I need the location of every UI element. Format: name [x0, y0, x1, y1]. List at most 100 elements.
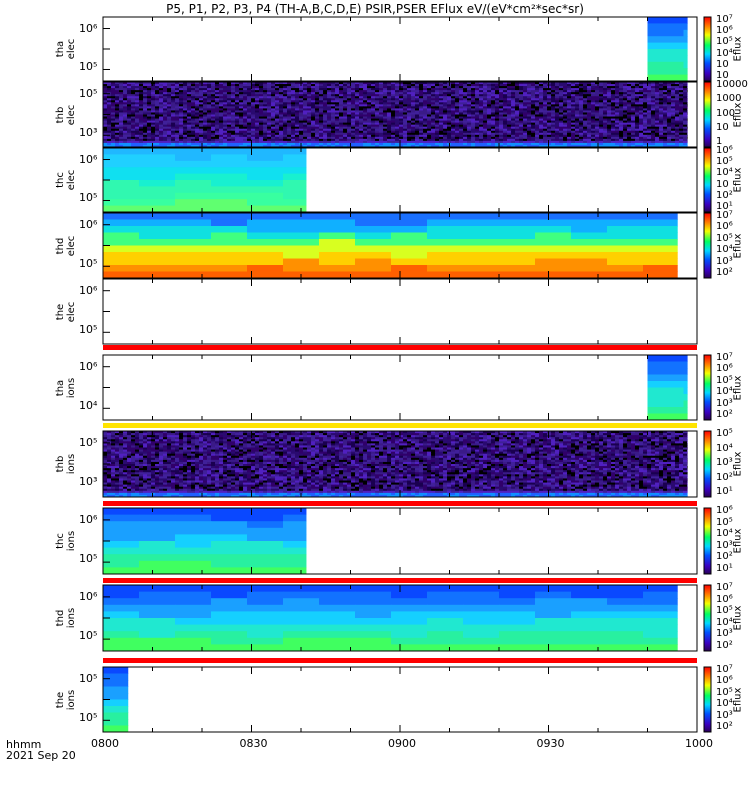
- spectrogram-cell: [319, 233, 356, 240]
- spectrogram-cell: [283, 206, 306, 213]
- spectrogram-cell: [211, 193, 248, 200]
- spectrogram-cell: [684, 23, 688, 30]
- spectrogram-cell: [463, 233, 500, 240]
- spectrogram-cell: [139, 154, 176, 161]
- spectrogram-cell: [247, 220, 284, 227]
- spectrogram-cell: [211, 199, 248, 206]
- spectrogram-cell: [247, 174, 284, 181]
- spectrogram-cell: [139, 193, 176, 200]
- spectrogram-cell: [648, 75, 685, 82]
- spectrogram-cell: [319, 226, 356, 233]
- spectrogram-cell: [684, 62, 688, 69]
- spectrogram-cell: [535, 233, 572, 240]
- spectrogram-cell: [643, 220, 678, 227]
- spectrogram-cell: [247, 180, 284, 187]
- spectrogram-cell: [211, 180, 248, 187]
- spectrogram-cell: [175, 180, 212, 187]
- panel-thb-elec: [103, 82, 711, 148]
- spectrogram-cell: [247, 161, 284, 168]
- spectrogram-cell: [103, 161, 140, 168]
- spectrogram-cell: [103, 246, 140, 253]
- spectrogram-cell: [103, 220, 140, 227]
- spectrogram-cell: [283, 246, 320, 253]
- spectrogram-cell: [427, 252, 464, 259]
- spectrogram-cell: [103, 233, 140, 240]
- spectrogram-cell: [103, 226, 140, 233]
- spectrogram-cell: [103, 167, 140, 174]
- colorbar: [704, 82, 711, 147]
- spectrogram-cell: [607, 213, 644, 220]
- spectrogram-cell: [427, 239, 464, 246]
- spectrogram-cell: [684, 17, 688, 24]
- spectrogram-cell: [247, 239, 284, 246]
- spectrogram-cell: [427, 233, 464, 240]
- spectrogram-cell: [103, 174, 140, 181]
- spectrogram-cell: [607, 233, 644, 240]
- spectrogram-cell: [648, 36, 685, 43]
- colorbar: [704, 17, 711, 81]
- spectrogram-cell: [499, 252, 536, 259]
- spectrogram-cell: [175, 167, 212, 174]
- spectrogram-cell: [535, 252, 572, 259]
- spectrogram-cell: [175, 213, 212, 220]
- spectrogram-cell: [139, 233, 176, 240]
- spectrogram-cell: [175, 174, 212, 181]
- spectrogram-cell: [175, 252, 212, 259]
- spectrogram-cell: [211, 220, 248, 227]
- spectrogram-cell: [139, 206, 176, 213]
- spectrogram-cell: [175, 154, 212, 161]
- spectrogram-cell: [247, 252, 284, 259]
- spectrogram-cell: [211, 154, 248, 161]
- spectrogram-cell: [391, 246, 428, 253]
- spectrogram-cell: [211, 167, 248, 174]
- spectrogram-cell: [499, 220, 536, 227]
- colorbar: [704, 148, 711, 212]
- spectrogram-cell: [211, 213, 248, 220]
- spectrogram-cell: [139, 246, 176, 253]
- spectrogram-cell: [283, 180, 306, 187]
- spectrogram-cell: [355, 220, 392, 227]
- spectrogram-cell: [175, 226, 212, 233]
- spectrogram-cell: [684, 43, 688, 50]
- spectrogram-cell: [103, 193, 140, 200]
- spectrogram-cell: [571, 220, 608, 227]
- spectrogram-cell: [391, 239, 428, 246]
- spectrogram-cell: [463, 252, 500, 259]
- spectrogram-cell: [139, 239, 176, 246]
- spectrogram-cell: [139, 213, 176, 220]
- spectrogram-cell: [283, 199, 306, 206]
- spectrogram-cells: [648, 17, 688, 82]
- spectrogram-cell: [355, 239, 392, 246]
- spectrogram-cell: [648, 23, 685, 30]
- spectrogram-cell: [175, 233, 212, 240]
- spectrogram-cell: [648, 62, 685, 69]
- spectrogram-cell: [139, 174, 176, 181]
- spectrogram-cell: [175, 206, 212, 213]
- spectrogram-cell: [499, 246, 536, 253]
- spectrogram-cell: [684, 49, 688, 56]
- spectrogram-cell: [175, 246, 212, 253]
- spectrogram-cell: [535, 239, 572, 246]
- spectrogram-cell: [391, 220, 428, 227]
- spectrogram-cell: [247, 154, 284, 161]
- spectrogram-cells: [103, 148, 306, 213]
- spectrogram-cell: [463, 213, 500, 220]
- spectrogram-cell: [427, 246, 464, 253]
- panel-tha-elec: [103, 17, 711, 82]
- spectrogram-cell: [684, 36, 688, 43]
- spectrogram-cell: [571, 239, 608, 246]
- spectrogram-cell: [571, 213, 608, 220]
- spectrogram-cell: [283, 186, 306, 193]
- spectrogram-cell: [607, 252, 644, 259]
- spectrogram-cell: [103, 180, 140, 187]
- spectrogram-cell: [463, 220, 500, 227]
- spectrogram-cell: [499, 233, 536, 240]
- spectrogram-cell: [175, 239, 212, 246]
- spectrogram-cell: [648, 17, 685, 24]
- spectrogram-cell: [463, 246, 500, 253]
- spectrogram-cell: [283, 220, 320, 227]
- spectrogram-cell: [427, 226, 464, 233]
- spectrogram-cell: [247, 199, 284, 206]
- spectrogram-cell: [103, 213, 140, 220]
